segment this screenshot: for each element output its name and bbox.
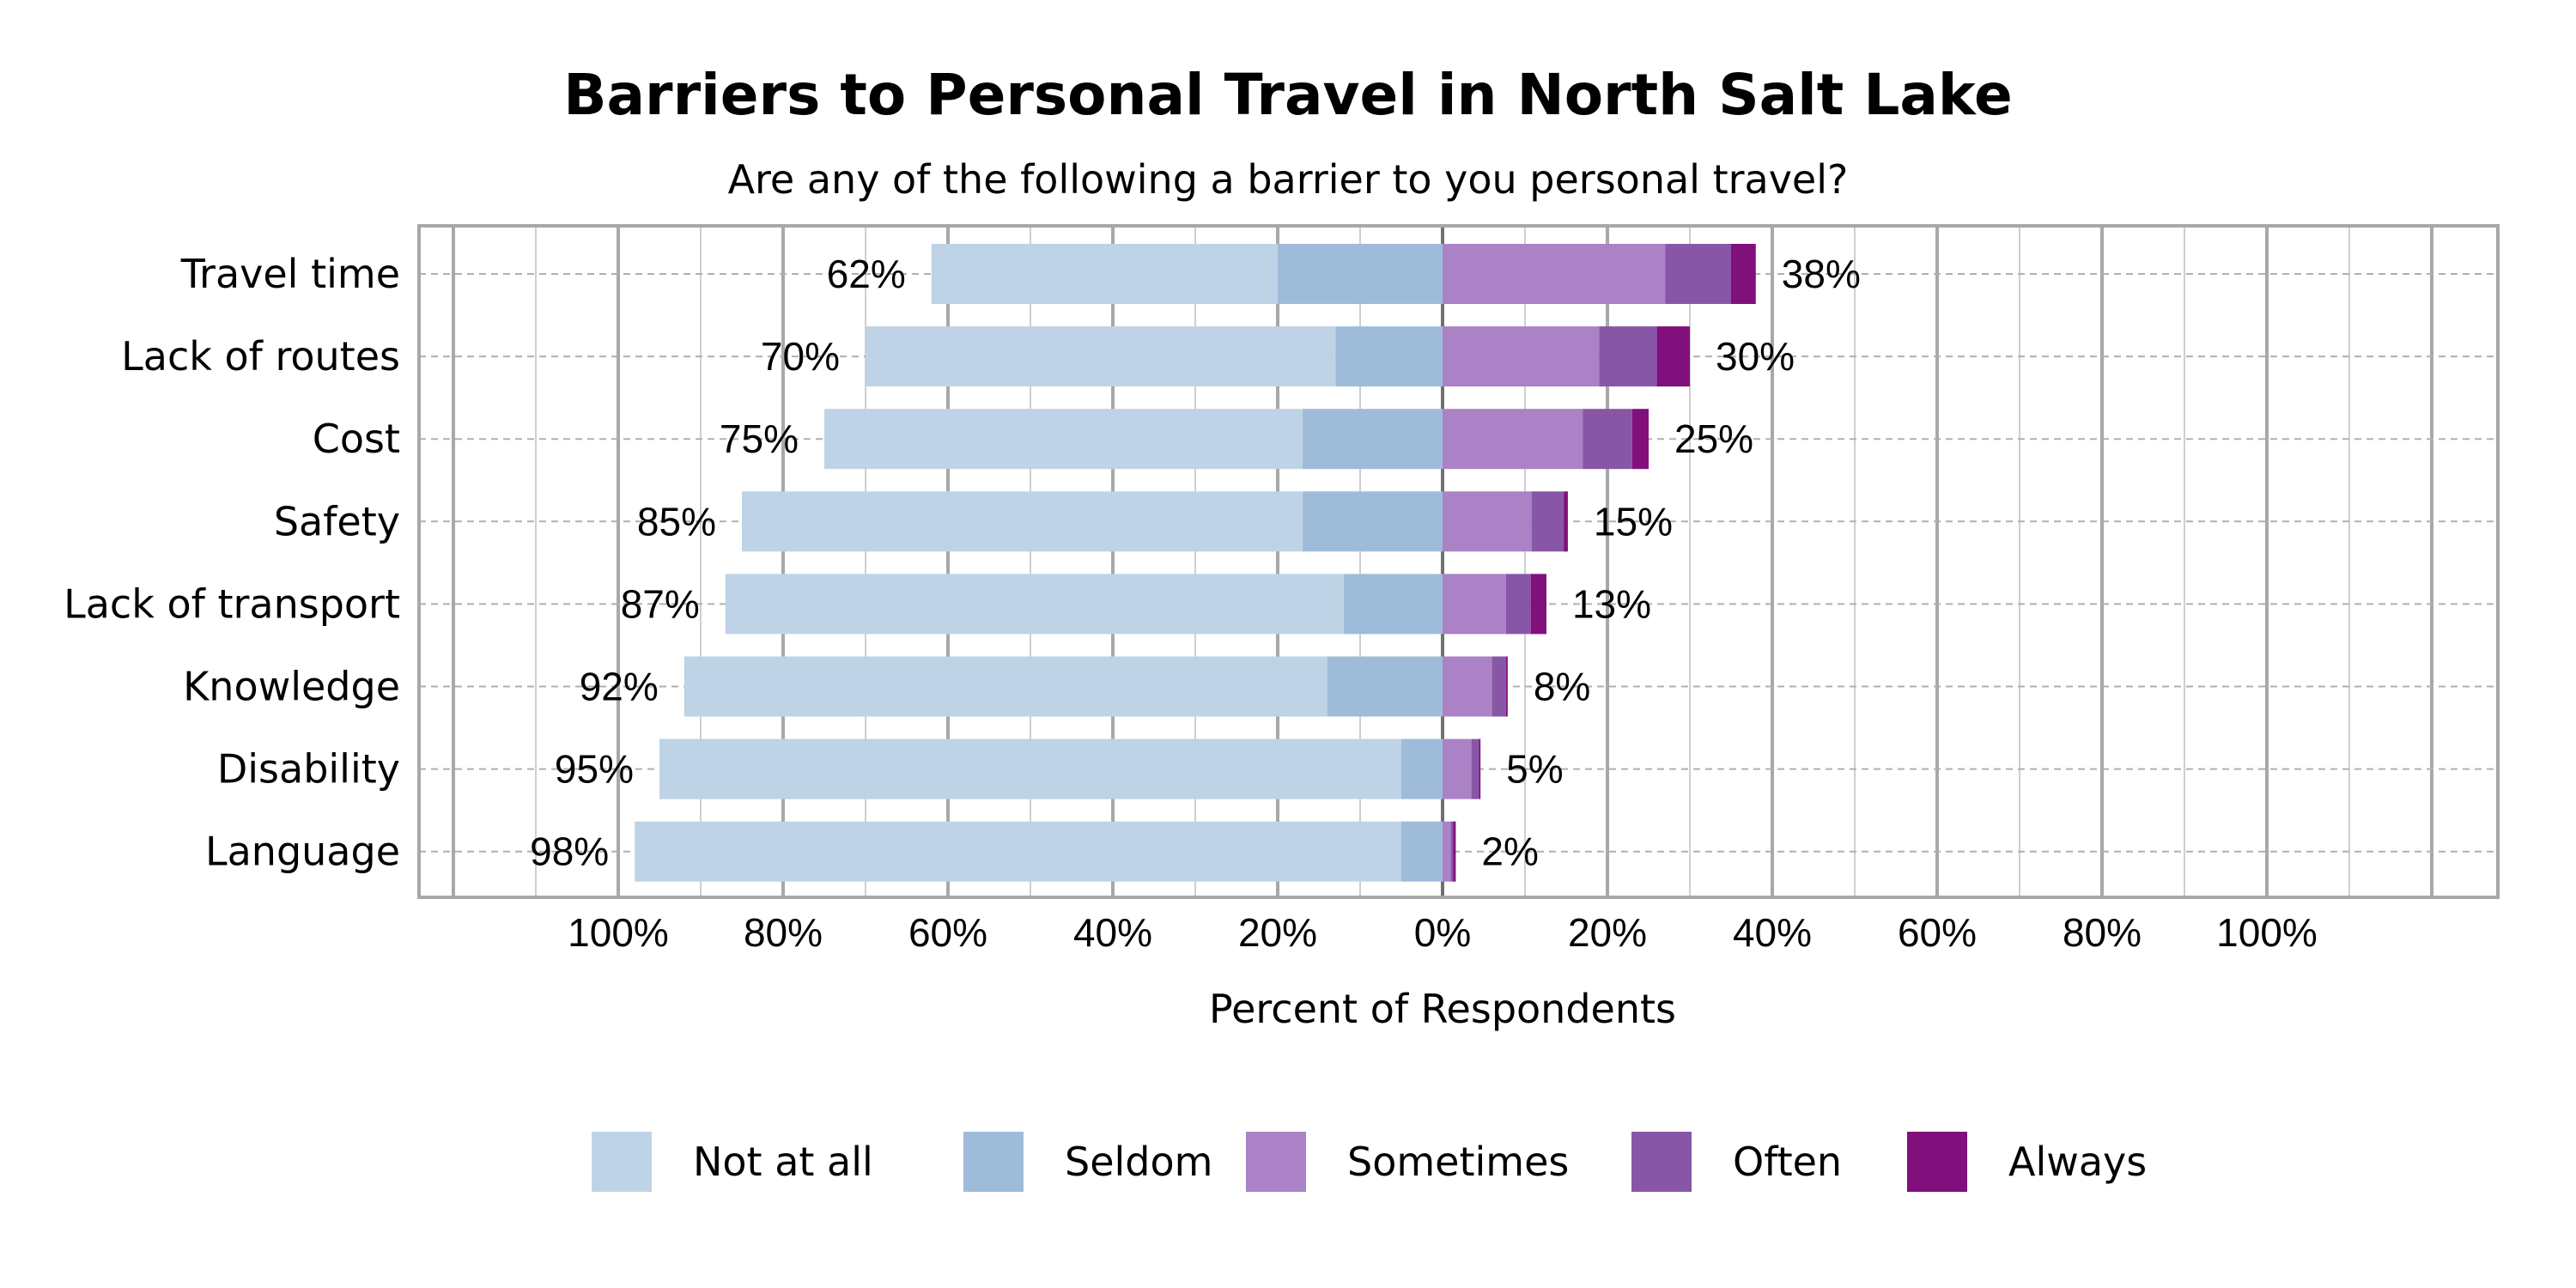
legend-label: Sometimes: [1347, 1139, 1570, 1185]
legend-swatch: [592, 1132, 652, 1192]
bar-sometimes: [1443, 244, 1666, 304]
bar-often: [1505, 574, 1531, 635]
x-tick-label: 100%: [2216, 910, 2318, 955]
x-axis-label: Percent of Respondents: [1209, 986, 1676, 1032]
bar-sometimes: [1443, 738, 1472, 799]
x-tick-label: 0%: [1414, 910, 1471, 955]
bar-seldom: [1327, 656, 1443, 717]
x-tick-label: 60%: [1898, 910, 1977, 955]
bar-not-at-all: [725, 574, 1344, 635]
category-label: Lack of transport: [64, 580, 400, 627]
x-tick-label: 100%: [568, 910, 669, 955]
bar-seldom: [1278, 244, 1443, 304]
category-label: Disability: [217, 746, 400, 793]
x-tick-label: 80%: [2063, 910, 2142, 955]
left-total-label: 70%: [761, 334, 840, 379]
bar-seldom: [1302, 491, 1443, 552]
bar-sometimes: [1443, 821, 1451, 882]
legend-item: Not at all: [592, 1132, 873, 1192]
bar-always: [1530, 574, 1546, 635]
x-tick-label: 20%: [1238, 910, 1317, 955]
bar-always: [1731, 244, 1756, 304]
legend-item: Seldom: [963, 1132, 1212, 1192]
plot-frame: [417, 224, 2500, 899]
left-total-label: 92%: [580, 665, 659, 709]
right-total-label: 2%: [1481, 829, 1538, 874]
category-label: Knowledge: [183, 664, 400, 710]
chart-title: Barriers to Personal Travel in North Sal…: [563, 62, 2013, 128]
legend: Not at all Seldom Sometimes Often Always: [0, 1132, 2576, 1200]
legend-label: Not at all: [693, 1139, 873, 1185]
right-total-label: 5%: [1506, 747, 1563, 792]
x-tick-label: 20%: [1568, 910, 1647, 955]
legend-swatch: [1246, 1132, 1306, 1192]
bar-sometimes: [1443, 491, 1532, 552]
bar-often: [1531, 491, 1564, 552]
legend-label: Seldom: [1065, 1139, 1213, 1185]
legend-label: Often: [1733, 1139, 1843, 1185]
bar-often: [1450, 821, 1454, 882]
bar-always: [1656, 326, 1690, 387]
x-tick-label: 60%: [908, 910, 987, 955]
bar-always: [1564, 491, 1568, 552]
bar-not-at-all: [866, 326, 1336, 387]
right-total-label: 8%: [1534, 665, 1590, 709]
bar-often: [1665, 244, 1731, 304]
bar-often: [1471, 738, 1479, 799]
category-label: Language: [205, 829, 400, 875]
legend-item: Sometimes: [1246, 1132, 1569, 1192]
x-tick-label: 80%: [744, 910, 823, 955]
bar-sometimes: [1443, 574, 1506, 635]
bar-seldom: [1401, 738, 1443, 799]
category-label: Lack of routes: [121, 333, 400, 380]
right-total-label: 25%: [1674, 416, 1753, 461]
left-total-label: 75%: [720, 416, 799, 461]
category-label: Cost: [313, 416, 400, 462]
legend-item: Often: [1631, 1132, 1842, 1192]
left-total-label: 62%: [827, 252, 906, 296]
legend-swatch: [1907, 1132, 1967, 1192]
bar-sometimes: [1443, 656, 1492, 717]
right-total-label: 38%: [1782, 252, 1861, 296]
bar-not-at-all: [742, 491, 1303, 552]
x-tick-label: 40%: [1073, 910, 1152, 955]
bar-often: [1599, 326, 1657, 387]
legend-label: Always: [2008, 1139, 2148, 1185]
legend-item: Always: [1907, 1132, 2147, 1192]
bar-often: [1583, 409, 1632, 470]
left-total-label: 95%: [555, 747, 634, 792]
bar-not-at-all: [931, 244, 1278, 304]
bar-always: [1453, 821, 1456, 882]
chart-subtitle: Are any of the following a barrier to yo…: [727, 156, 1849, 203]
bar-not-at-all: [659, 738, 1401, 799]
bar-seldom: [1343, 574, 1443, 635]
bar-sometimes: [1443, 409, 1583, 470]
legend-swatch: [963, 1132, 1024, 1192]
right-total-label: 30%: [1716, 334, 1795, 379]
bar-always: [1479, 738, 1481, 799]
bar-seldom: [1302, 409, 1443, 470]
bar-always: [1631, 409, 1649, 470]
left-total-label: 85%: [637, 499, 716, 544]
bar-not-at-all: [824, 409, 1303, 470]
category-label: Safety: [274, 498, 400, 544]
bar-not-at-all: [635, 821, 1401, 882]
bar-seldom: [1335, 326, 1443, 387]
right-total-label: 15%: [1594, 499, 1673, 544]
left-total-label: 87%: [621, 581, 700, 626]
bar-not-at-all: [683, 656, 1327, 717]
x-tick-label: 40%: [1733, 910, 1812, 955]
category-label: Travel time: [180, 251, 400, 297]
bar-often: [1492, 656, 1506, 717]
legend-swatch: [1631, 1132, 1692, 1192]
right-total-label: 13%: [1572, 581, 1651, 626]
bar-sometimes: [1443, 326, 1600, 387]
bar-seldom: [1401, 821, 1443, 882]
left-total-label: 98%: [530, 829, 609, 874]
bar-always: [1505, 656, 1508, 717]
